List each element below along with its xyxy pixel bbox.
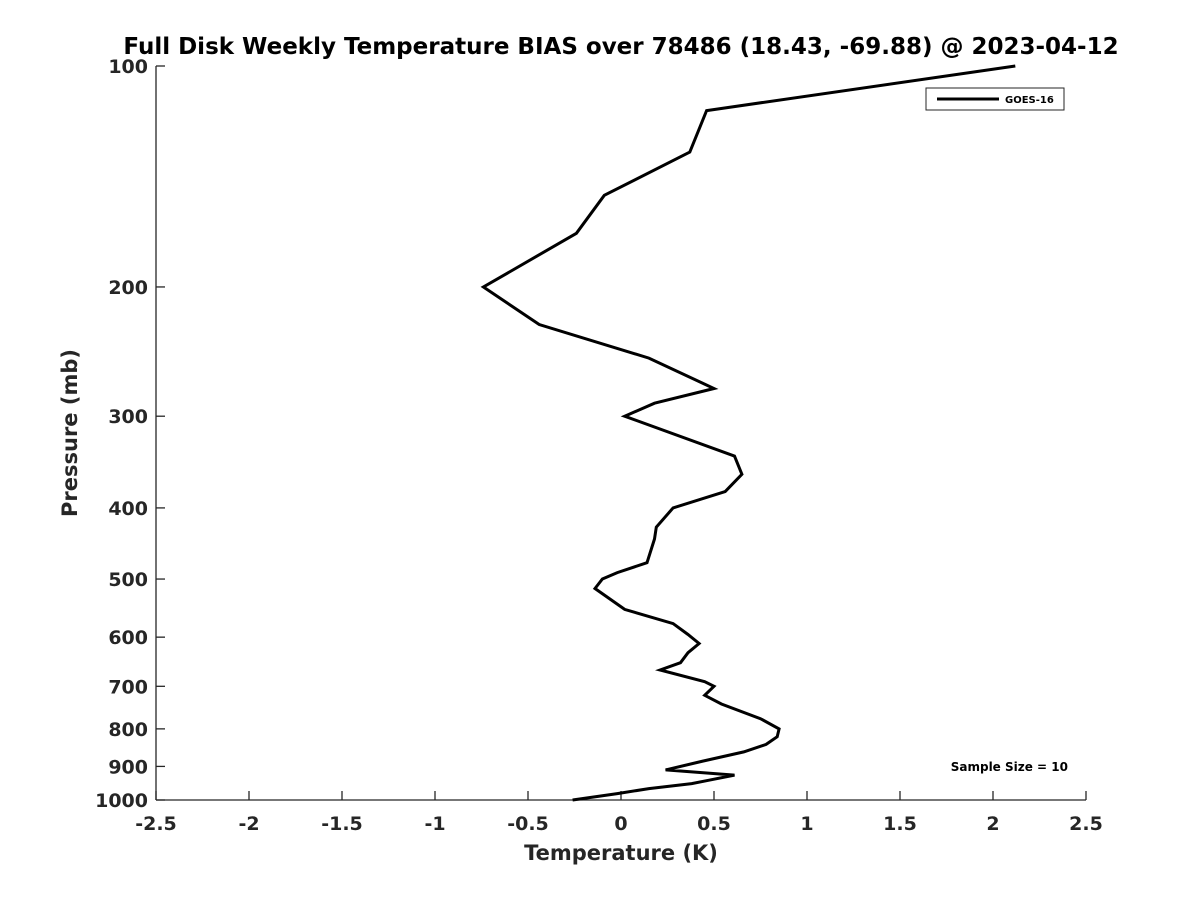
chart-title: Full Disk Weekly Temperature BIAS over 7… [123,34,1118,60]
series-group [480,64,1016,802]
y-tick-label: 800 [108,719,148,741]
y-tick-label: 700 [108,676,148,698]
y-tick-label: 300 [108,406,148,428]
x-tick-label: -0.5 [507,813,549,835]
series-line-goes-16 [480,64,1016,802]
axes [155,66,1086,801]
x-tick-label: 2.5 [1069,813,1103,835]
y-tick-label: 200 [108,277,148,299]
x-tick-label: 2 [986,813,999,835]
y-tick-label: 100 [108,56,148,78]
x-tick-label: -1 [424,813,445,835]
y-tick-label: 500 [108,569,148,591]
y-tick-label: 600 [108,627,148,649]
x-tick-label: 1 [800,813,813,835]
x-axis-label: Temperature (K) [524,841,718,865]
x-tick-label: 0 [614,813,627,835]
sample-size-annotation: Sample Size = 10 [951,760,1068,774]
x-tick-label: -2.5 [135,813,177,835]
y-tick-label: 400 [108,498,148,520]
x-tick-label: 0.5 [697,813,731,835]
legend: GOES-16 [925,87,1065,111]
y-axis-label: Pressure (mb) [58,349,82,517]
y-tick-label: 1000 [95,790,148,812]
x-tick-label: -2 [238,813,259,835]
y-tick-label: 900 [108,756,148,778]
legend-entry-goes-16: GOES-16 [1005,95,1054,106]
y-ticks: 100 200 300 400 500 600 700 800 900 1000 [95,56,165,812]
x-tick-label: 1.5 [883,813,917,835]
x-tick-label: -1.5 [321,813,363,835]
x-ticks: -2.5 -2 -1.5 -1 -0.5 0 0.5 1 1.5 2 2.5 [135,791,1103,835]
